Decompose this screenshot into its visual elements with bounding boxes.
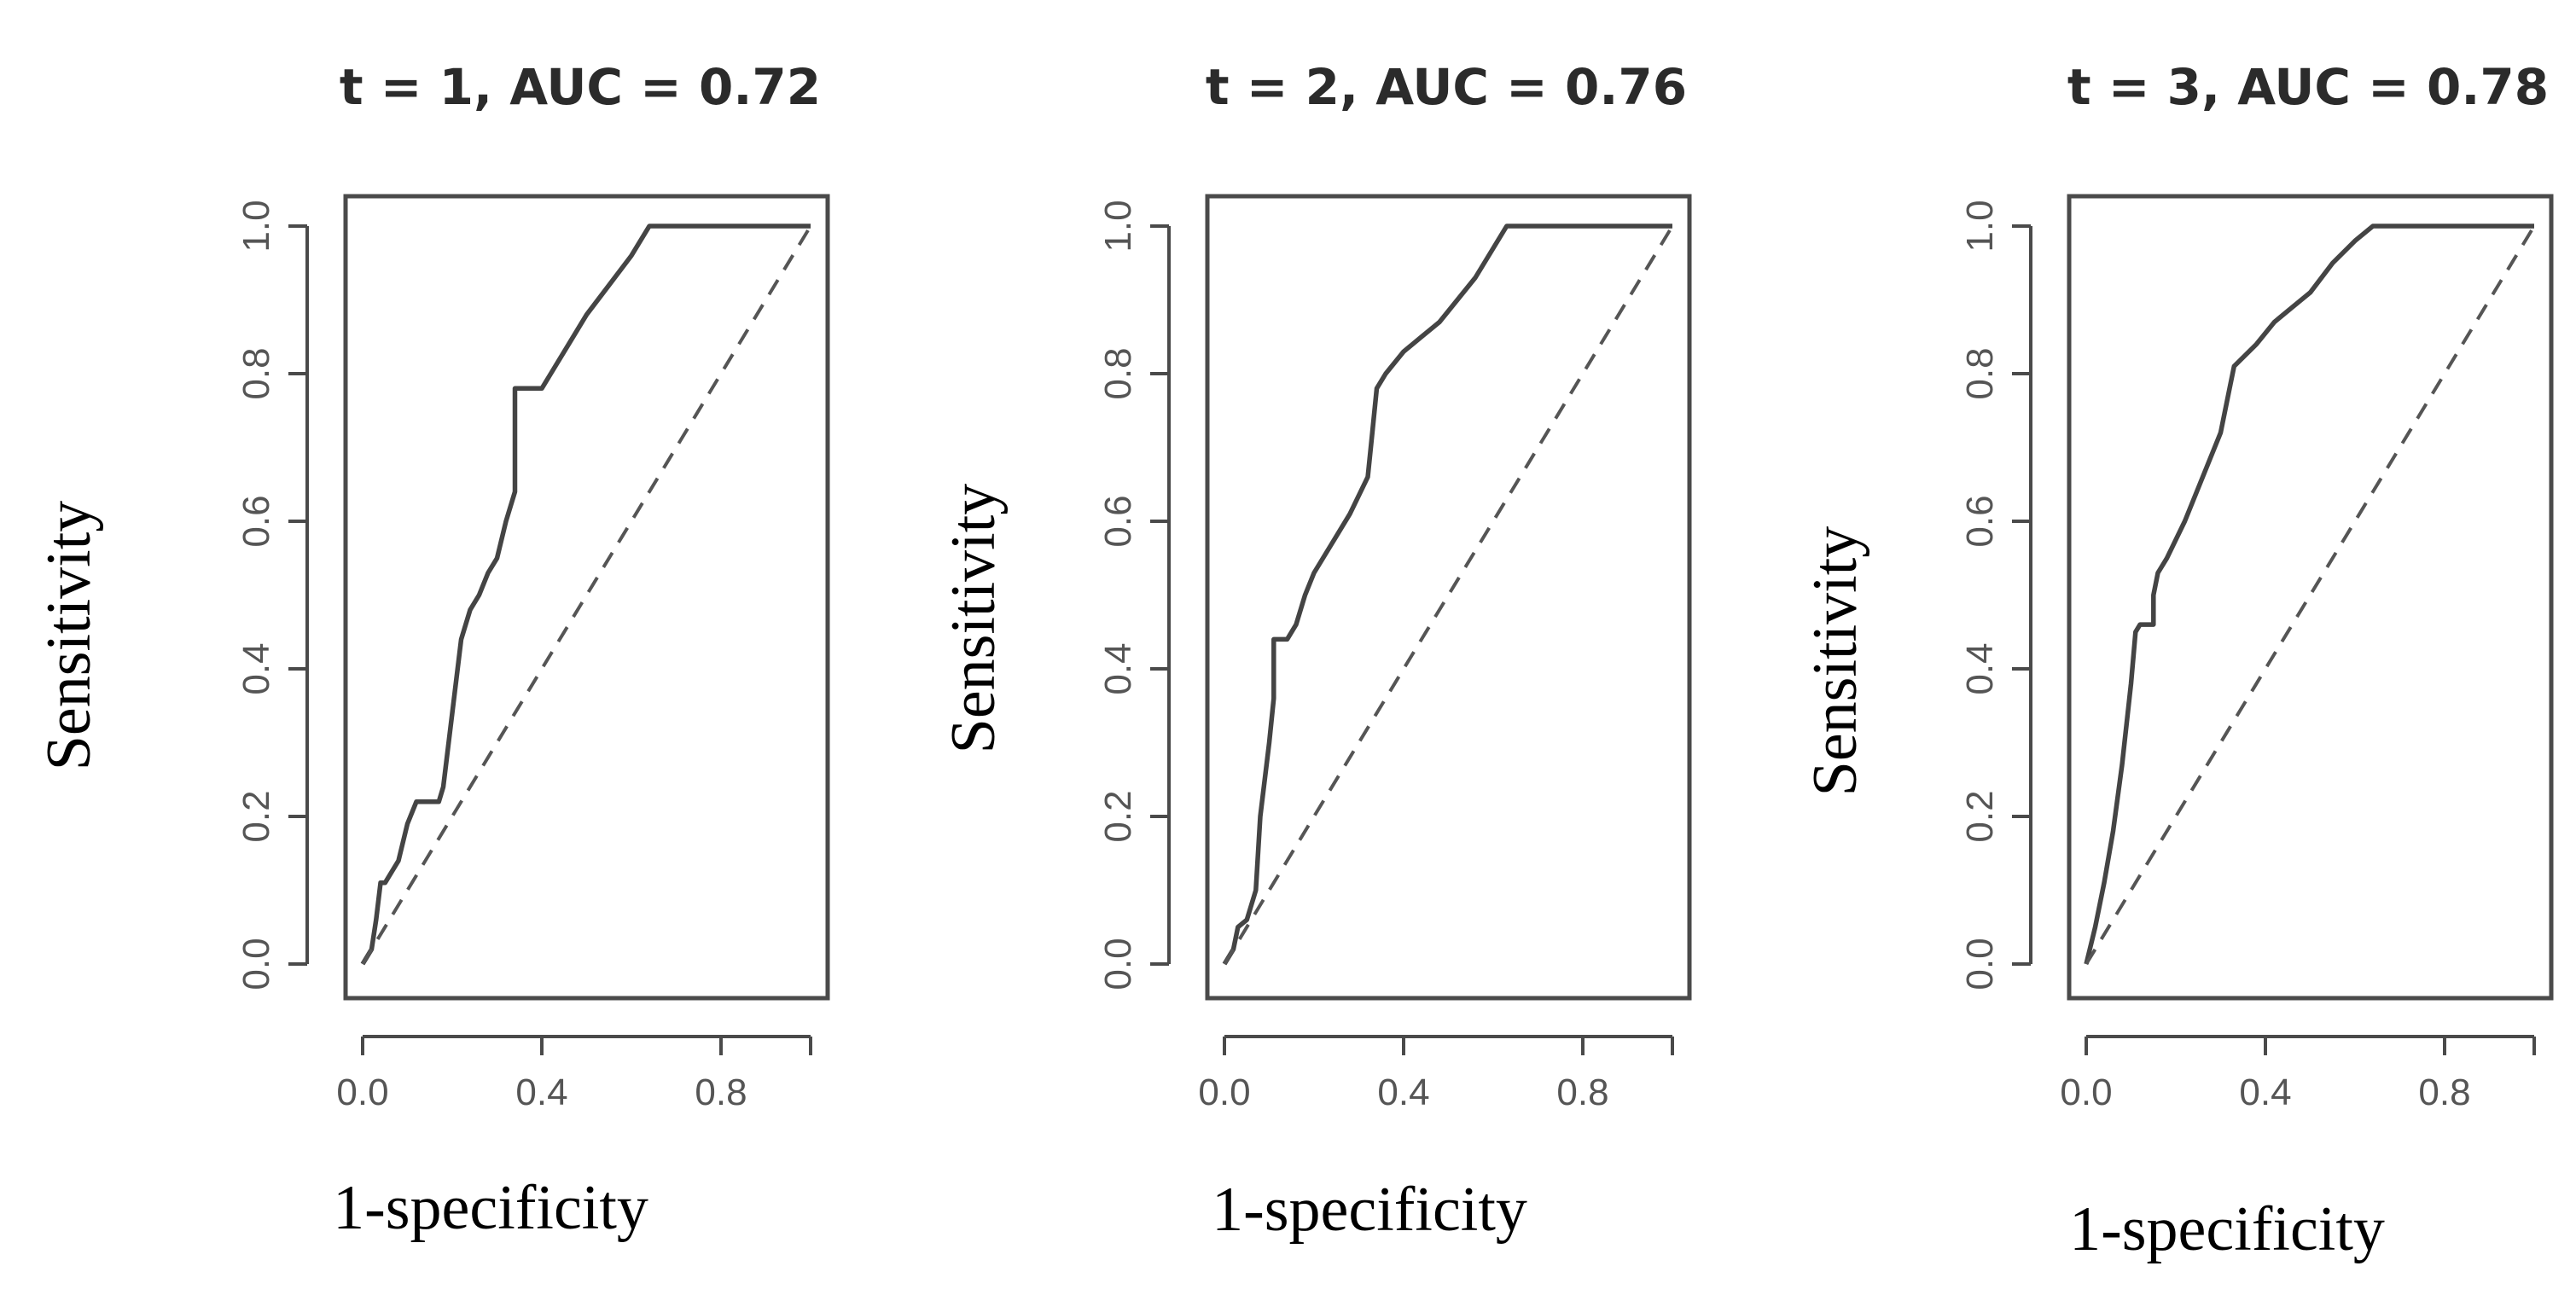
x-tick-label: 0.0 <box>2060 1072 2112 1113</box>
panel-title: t = 1, AUC = 0.72 <box>340 58 821 116</box>
y-tick-label: 0.8 <box>1959 347 2001 399</box>
plot-frame <box>1205 194 1692 1001</box>
x-tick-label: 0.0 <box>336 1072 388 1113</box>
y-tick-label: 0.6 <box>1097 495 1139 547</box>
y-axis-label: Sensitivity <box>1800 526 1870 797</box>
x-tick-label: 0.0 <box>1198 1072 1250 1113</box>
x-tick-label: 0.8 <box>1556 1072 1608 1113</box>
roc-panel-1: t = 1, AUC = 0.72 0.0 0.4 0.8 0.0 0.2 0.4 0.6 0.… <box>34 58 830 1243</box>
roc-curve-line <box>2084 224 2534 965</box>
x-tick-label: 0.4 <box>515 1072 567 1113</box>
reference-diagonal-line <box>1223 224 1674 966</box>
y-tick-label: 0.4 <box>1959 642 2001 694</box>
plot-frame <box>2067 194 2554 1001</box>
y-tick-label: 0.8 <box>236 347 277 399</box>
y-axis-label: Sensitivity <box>34 501 104 771</box>
y-tick-label: 0.6 <box>1959 495 2001 547</box>
y-tick-label: 0.6 <box>236 495 277 547</box>
y-tick-label: 0.0 <box>1959 938 2001 990</box>
y-tick-label: 0.2 <box>1097 790 1139 842</box>
y-tick-label: 0.0 <box>236 938 277 990</box>
x-tick-label: 0.8 <box>695 1072 747 1113</box>
y-tick-label: 0.4 <box>236 642 277 694</box>
roc-curve-line <box>360 224 811 966</box>
panel-title: t = 2, AUC = 0.76 <box>1206 58 1687 116</box>
x-axis-label: 1-specificity <box>1212 1175 1527 1245</box>
y-tick-label: 0.0 <box>1097 938 1139 990</box>
panel-title: t = 3, AUC = 0.78 <box>2067 58 2549 116</box>
roc-panel-2: t = 2, AUC = 0.76 0.0 0.4 0.8 0.0 0.2 0.4 0.6 0.… <box>939 58 1692 1245</box>
x-tick-label: 0.4 <box>1377 1072 1429 1113</box>
y-tick-label: 0.8 <box>1097 347 1139 399</box>
y-tick-label: 1.0 <box>236 200 277 252</box>
y-tick-label: 1.0 <box>1959 200 2001 252</box>
plot-frame <box>343 194 830 1001</box>
y-tick-label: 0.2 <box>236 790 277 842</box>
y-axis-label: Sensitivity <box>939 484 1009 754</box>
roc-curve-line <box>1222 224 1672 966</box>
roc-panel-3: t = 3, AUC = 0.78 0.0 0.4 0.8 0.0 0.2 0.4 0.6 0.… <box>1800 58 2554 1264</box>
x-axis-label: 1-specificity <box>2069 1194 2385 1264</box>
y-tick-label: 1.0 <box>1097 200 1139 252</box>
y-tick-label: 0.4 <box>1097 642 1139 694</box>
x-tick-label: 0.8 <box>2418 1072 2470 1113</box>
reference-diagonal-line <box>361 224 812 966</box>
y-tick-label: 0.2 <box>1959 790 2001 842</box>
x-tick-label: 0.4 <box>2239 1072 2291 1113</box>
x-axis-label: 1-specificity <box>333 1173 648 1243</box>
